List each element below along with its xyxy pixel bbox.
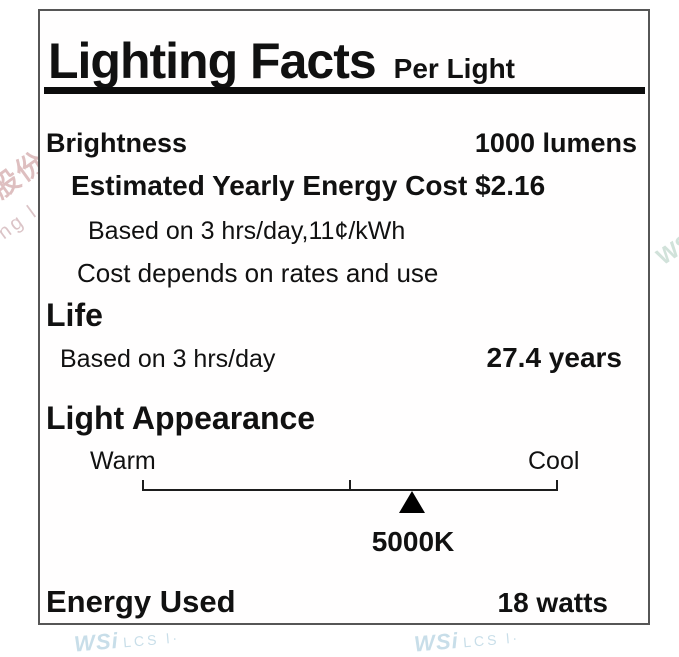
scale-tick-right <box>556 480 558 490</box>
energy-used-row: Energy Used 18 watts <box>46 584 609 619</box>
watermark-bottom-right: WSi LCS l· <box>413 624 521 657</box>
label-header: Lighting Facts Per Light <box>48 36 640 86</box>
watermark-bottom-left-small: LCS l· <box>122 629 181 651</box>
header-divider-rule <box>44 87 645 94</box>
light-appearance-heading: Light Appearance <box>46 400 316 436</box>
watermark-right: WS <box>651 228 679 270</box>
energy-used-value: 18 watts <box>497 587 609 618</box>
life-heading: Life <box>46 297 103 333</box>
cool-label: Cool <box>528 447 580 475</box>
label-frame <box>38 9 650 625</box>
brightness-value: 1000 lumens <box>474 128 637 158</box>
life-row: Based on 3 hrs/day 27.4 years <box>60 342 622 374</box>
watermark-bottom-left: WSi LCS l· <box>73 624 181 657</box>
brightness-label: Brightness <box>46 128 188 158</box>
energy-used-label: Energy Used <box>46 584 236 619</box>
warm-label: Warm <box>90 447 156 475</box>
watermark-left-latin: ng l <box>0 200 43 244</box>
brightness-row: Brightness 1000 lumens <box>46 128 637 159</box>
watermark-bottom-right-big: WSi <box>413 627 460 657</box>
label-subtitle: Per Light <box>393 53 515 84</box>
watermark-bottom-left-big: WSi <box>73 627 120 657</box>
watermark-bottom-right-small: LCS l· <box>462 629 521 651</box>
energy-cost-basis: Based on 3 hrs/day,11¢/kWh <box>88 217 406 245</box>
scale-tick-left <box>142 480 144 490</box>
energy-cost-note: Cost depends on rates and use <box>77 258 439 288</box>
label-title: Lighting Facts <box>48 33 377 89</box>
color-temperature-value: 5000K <box>371 526 455 557</box>
cct-marker-triangle-icon <box>399 491 426 513</box>
energy-cost-heading: Estimated Yearly Energy Cost $2.16 <box>71 170 546 201</box>
life-value: 27.4 years <box>486 342 622 373</box>
scale-tick-middle <box>349 480 351 490</box>
life-basis: Based on 3 hrs/day <box>60 345 276 373</box>
color-temperature-scale <box>142 480 558 513</box>
